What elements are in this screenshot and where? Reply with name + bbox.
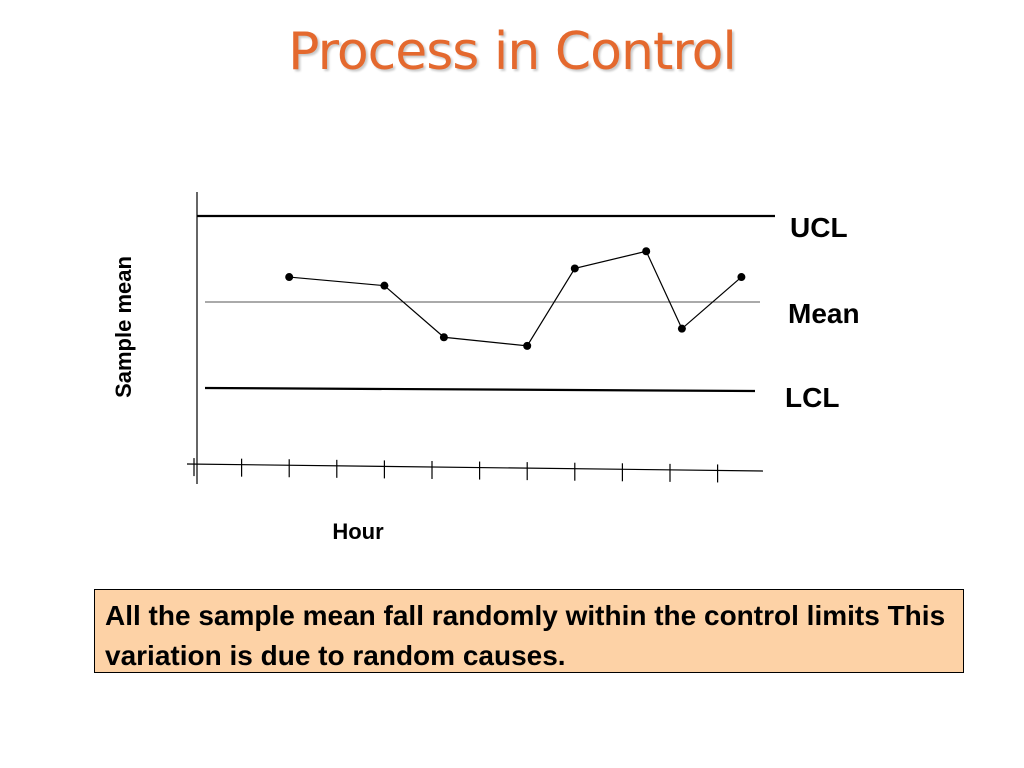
lcl-label: LCL [785, 382, 839, 413]
data-point [570, 264, 579, 273]
data-point [439, 333, 448, 342]
data-point [677, 324, 686, 333]
data-point [285, 273, 294, 282]
slide-title: Process in Control [288, 22, 737, 82]
caption-box: All the sample mean fall randomly within… [94, 589, 964, 673]
y-axis-label: Sample mean [111, 256, 136, 398]
x-ticks [193, 458, 719, 483]
ucl-label: UCL [790, 212, 848, 243]
data-point [523, 341, 532, 350]
caption-text: All the sample mean fall randomly within… [105, 600, 946, 671]
x-axis [186, 463, 764, 472]
mean-label: Mean [788, 298, 860, 329]
control-limit-labels: UCL Mean LCL [785, 212, 860, 413]
lcl-line [204, 386, 756, 393]
control-limit-lines [197, 214, 775, 393]
data-point [380, 281, 389, 290]
x-axis-label: Hour [332, 519, 384, 544]
sample-mean-points [285, 247, 746, 350]
sample-mean-line [289, 250, 742, 347]
data-point [737, 273, 746, 282]
data-point [642, 247, 651, 256]
